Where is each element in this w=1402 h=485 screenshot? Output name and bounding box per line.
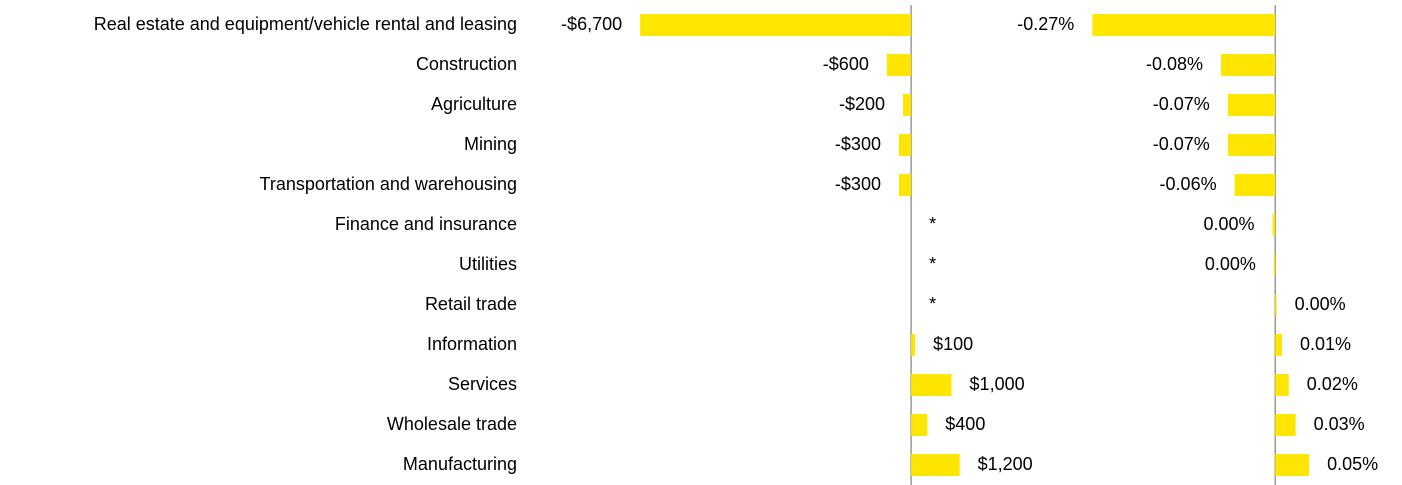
value-label: 0.03% — [1314, 414, 1365, 434]
value-label: 0.05% — [1327, 454, 1378, 474]
value-label: -0.06% — [1160, 174, 1217, 194]
value-label: * — [929, 254, 936, 274]
category-label: Manufacturing — [403, 454, 517, 474]
bar — [1272, 214, 1276, 236]
category-label: Wholesale trade — [387, 414, 517, 434]
bar — [1275, 454, 1310, 476]
value-label: -0.08% — [1146, 54, 1203, 74]
value-label: 0.00% — [1295, 294, 1346, 314]
value-label: -0.07% — [1153, 134, 1210, 154]
bar — [911, 414, 928, 436]
bar — [898, 134, 912, 156]
value-label: 0.00% — [1205, 254, 1256, 274]
bar — [1275, 334, 1283, 356]
bar — [1092, 14, 1276, 36]
bar — [911, 374, 952, 396]
value-label: -$600 — [823, 54, 869, 74]
category-label: Transportation and warehousing — [260, 174, 518, 194]
category-label: Retail trade — [425, 294, 517, 314]
bar — [1273, 254, 1276, 276]
bar — [911, 454, 960, 476]
category-label: Real estate and equipment/vehicle rental… — [94, 14, 517, 34]
bar — [1227, 134, 1276, 156]
value-label: $100 — [933, 334, 973, 354]
value-label: -$300 — [835, 134, 881, 154]
value-label: -0.07% — [1153, 94, 1210, 114]
value-label: -$200 — [839, 94, 885, 114]
bar — [886, 54, 912, 76]
value-label: -$6,700 — [561, 14, 622, 34]
category-label: Agriculture — [431, 94, 517, 114]
bar — [1275, 294, 1277, 316]
category-label: Utilities — [459, 254, 517, 274]
bar — [1275, 414, 1296, 436]
value-label: -$300 — [835, 174, 881, 194]
bar — [1275, 374, 1289, 396]
bar — [911, 334, 916, 356]
value-label: 0.01% — [1300, 334, 1351, 354]
bar — [1227, 94, 1276, 116]
category-label: Services — [448, 374, 517, 394]
bar — [1221, 54, 1276, 76]
value-label: $1,000 — [970, 374, 1025, 394]
value-label: 0.02% — [1307, 374, 1358, 394]
category-label: Construction — [416, 54, 517, 74]
value-label: * — [929, 294, 936, 314]
bar — [640, 14, 912, 36]
bar — [898, 174, 912, 196]
value-label: -0.27% — [1017, 14, 1074, 34]
value-label: $400 — [945, 414, 985, 434]
category-label: Information — [427, 334, 517, 354]
value-label: $1,200 — [978, 454, 1033, 474]
category-label: Mining — [464, 134, 517, 154]
bar — [903, 94, 912, 116]
bar — [1234, 174, 1276, 196]
value-label: 0.00% — [1203, 214, 1254, 234]
category-label: Finance and insurance — [335, 214, 517, 234]
value-label: * — [929, 214, 936, 234]
